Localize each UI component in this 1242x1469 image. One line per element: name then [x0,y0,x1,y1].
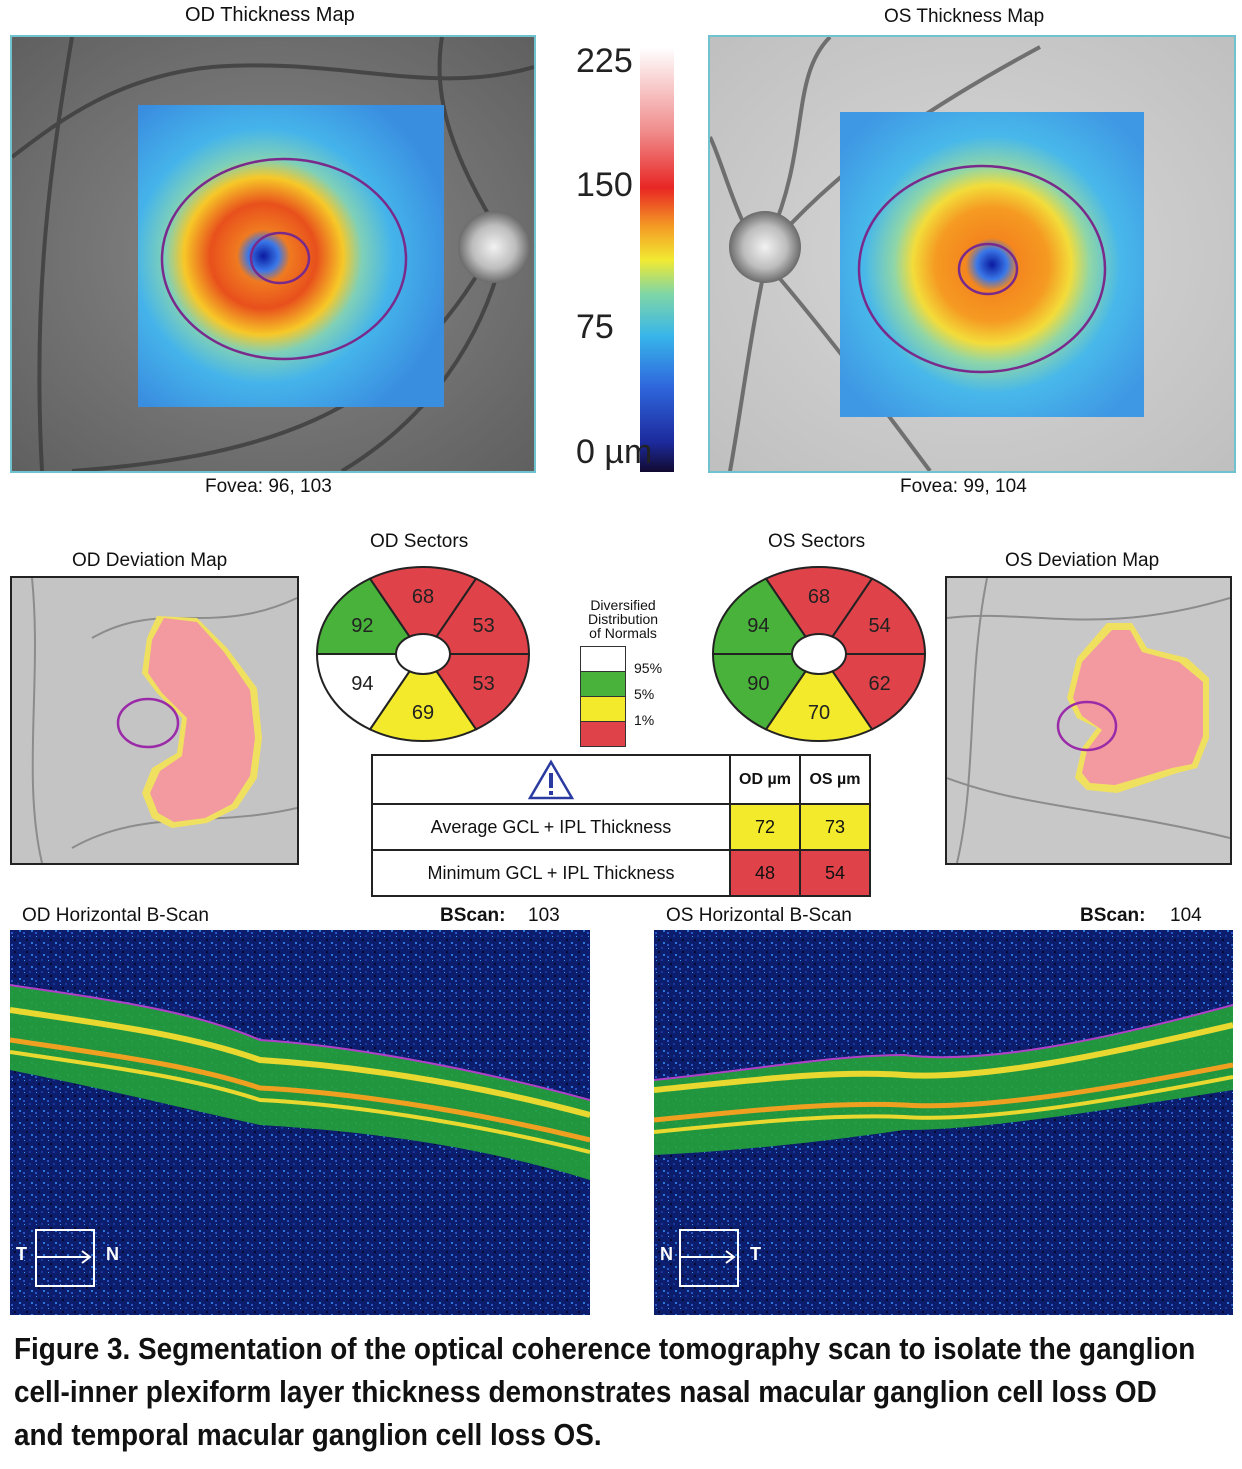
od-thickness-map-image [12,37,534,471]
col-od-header: OD µm [729,754,801,805]
os-sector-2 [830,577,927,655]
os-sector-6 [711,577,808,655]
od-sectors-title: OD Sectors [370,531,469,552]
os-fovea-coordinates: Fovea: 99, 104 [900,476,1027,497]
os-sector-value-2: 54 [868,615,890,637]
os-thickness-map [708,35,1236,473]
od-sector-value-5: 94 [351,673,373,695]
od-sector-value-4: 69 [412,702,434,724]
os-sector-3 [830,653,927,731]
legend-label-1: 1% [634,712,655,728]
os-sector-4 [764,670,874,742]
row-minimum-os: 54 [799,849,871,897]
od-sector-6 [315,577,412,655]
os-sector-5 [711,653,808,731]
row-average-os: 73 [799,803,871,851]
os-sector-value-3: 62 [868,673,890,695]
od-sector-value-6: 92 [351,615,373,637]
od-sector-value-3: 53 [472,673,494,695]
legend-title-line-1: Diversified [590,597,656,613]
legend-title-line-3: of Normals [589,625,657,641]
os-sectors-svg: 68 54 62 70 90 94 [711,566,927,742]
legend-label-5: 5% [634,686,655,702]
od-thickness-map [10,35,536,473]
row-minimum-label: Minimum GCL + IPL Thickness [371,849,731,897]
row-average-label: Average GCL + IPL Thickness [371,803,731,851]
os-deviation-map-title: OS Deviation Map [1005,550,1160,571]
os-thickness-map-image [710,37,1234,471]
os-bscan-image: N T [654,930,1233,1315]
od-sectors-svg: 68 53 53 69 94 92 [315,566,531,742]
os-deviation-map [945,576,1232,865]
od-deviation-map-title: OD Deviation Map [72,550,228,571]
od-sector-value-2: 53 [472,615,494,637]
os-bscan-svg [654,930,1233,1315]
od-bscan-title: OD Horizontal B-Scan [22,905,209,926]
od-deviation-map [10,576,299,865]
od-bscan-right-orientation: N [106,1244,119,1264]
row-minimum-od: 48 [729,849,801,897]
row-average-od: 72 [729,803,801,851]
os-sectors-title: OS Sectors [768,531,866,552]
legend-title: Diversified Distribution of Normals [572,598,674,640]
col-os-header: OS µm [799,754,871,805]
od-sector-4 [368,670,478,742]
od-bscan-number-label: BScan: [440,905,506,926]
od-sector-2 [434,577,531,655]
os-sector-value-5: 90 [747,673,769,695]
scale-tick-75: 75 [576,308,614,346]
os-bscan-number-label: BScan: [1080,905,1146,926]
legend-swatch-yellow [580,696,626,722]
os-bscan-title: OS Horizontal B-Scan [666,905,852,926]
od-bscan-number: 103 [528,905,560,926]
od-bscan-image: T N [10,930,590,1315]
od-thickness-map-title: OD Thickness Map [185,4,355,26]
warning-cell [371,754,731,805]
od-sector-5 [315,653,412,731]
od-deviation-map-image [12,578,297,863]
od-fovea-coordinates: Fovea: 96, 103 [205,476,332,497]
legend-swatch-white [580,646,626,672]
od-sector-1 [368,566,478,638]
legend-label-95: 95% [634,660,663,676]
od-bscan-left-orientation: T [16,1244,27,1264]
thickness-color-scale [640,48,674,472]
od-bscan-svg [10,930,590,1315]
legend-title-line-2: Distribution [587,611,659,627]
scale-tick-0: 0 µm [576,433,653,471]
thickness-summary-table: OD µm OS µm Average GCL + IPL Thickness … [371,754,871,897]
os-bscan-number: 104 [1170,905,1202,926]
os-sector-value-4: 70 [808,702,830,724]
od-sectors-chart: 68 53 53 69 94 92 [315,565,531,743]
od-sector-value-1: 68 [412,586,434,608]
figure-caption: Figure 3. Segmentation of the optical co… [14,1331,1196,1452]
os-deviation-map-image [947,578,1230,863]
scale-tick-225: 225 [576,42,633,80]
os-sector-value-6: 94 [747,615,769,637]
os-sector-value-1: 68 [808,586,830,608]
warning-icon [527,759,575,799]
os-bscan-right-orientation: T [750,1244,761,1264]
legend-swatch-red [580,721,626,747]
os-sector-1 [764,566,874,638]
scale-tick-150: 150 [576,166,633,204]
os-sectors-chart: 68 54 62 70 90 94 [711,565,927,743]
legend-swatch-green [580,671,626,697]
od-sector-3 [434,653,531,731]
os-thickness-map-title: OS Thickness Map [884,6,1045,27]
os-bscan-left-orientation: N [660,1244,673,1264]
